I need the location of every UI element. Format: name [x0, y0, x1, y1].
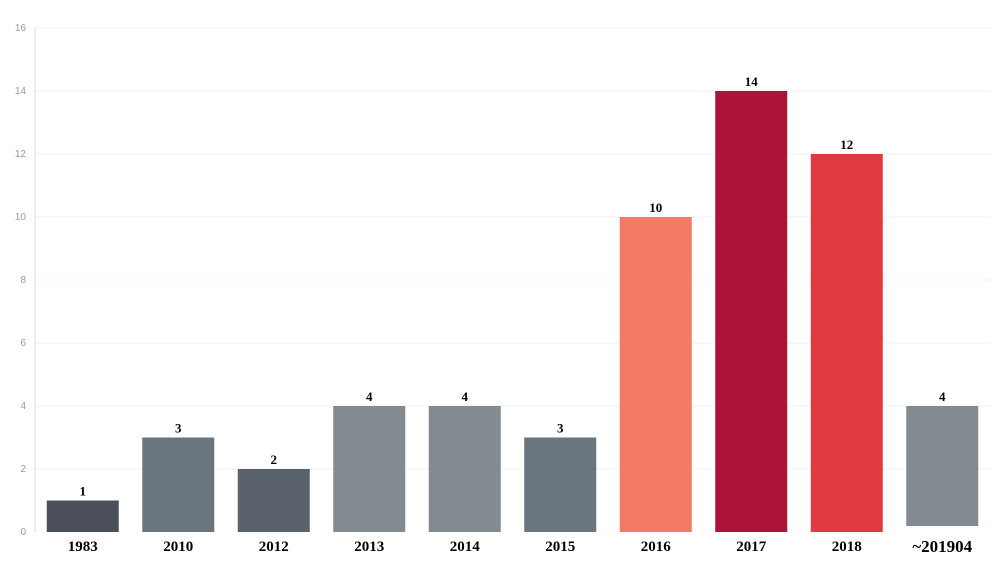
bar-2016 [619, 217, 692, 532]
value-label: 1 [80, 484, 87, 499]
value-label: 4 [939, 389, 946, 404]
y-tick-label: 6 [20, 338, 26, 349]
category-label: 2016 [641, 539, 672, 555]
bar-2012 [237, 469, 310, 532]
value-label: 2 [271, 452, 278, 467]
y-tick-label: 16 [15, 23, 27, 34]
category-label: 1983 [68, 539, 98, 555]
category-label: 2014 [450, 539, 481, 555]
value-label: 4 [462, 389, 469, 404]
x-axis-categories: 1983 2010 2012 2013 2014 2015 2016 2017 2018 ~201… [68, 537, 973, 556]
value-label: 3 [175, 421, 182, 436]
value-label: 12 [840, 137, 853, 152]
bar-1983 [46, 500, 119, 532]
y-axis-ticks: 0 2 4 6 8 10 12 14 16 [15, 23, 36, 538]
bars [46, 91, 979, 532]
bar-2014 [428, 406, 501, 532]
category-label: 2010 [163, 539, 193, 555]
y-tick-label: 12 [15, 149, 27, 160]
bar-2017 [715, 91, 788, 532]
value-labels: 1 3 2 4 4 3 10 14 12 4 [80, 74, 947, 499]
bar-2018 [810, 154, 883, 532]
bar-2015 [524, 437, 597, 532]
value-label: 4 [366, 389, 373, 404]
y-tick-label: 4 [20, 401, 26, 412]
category-label: 2012 [259, 539, 289, 555]
y-tick-label: 14 [15, 86, 27, 97]
category-label: 2017 [736, 539, 767, 555]
category-label: 2018 [832, 539, 862, 555]
gridlines [35, 27, 990, 470]
y-tick-label: 10 [15, 212, 27, 223]
bar-approx-201904 [906, 406, 979, 526]
bar-2013 [333, 406, 406, 532]
y-tick-label: 8 [20, 275, 26, 286]
y-tick-label: 0 [20, 527, 26, 538]
category-label: 2015 [545, 539, 575, 555]
value-label: 14 [745, 74, 759, 89]
value-label: 10 [649, 200, 662, 215]
category-label: ~201904 [912, 537, 972, 556]
bar-2010 [142, 437, 215, 532]
category-label: 2013 [354, 539, 384, 555]
y-tick-label: 2 [20, 464, 26, 475]
value-label: 3 [557, 421, 564, 436]
